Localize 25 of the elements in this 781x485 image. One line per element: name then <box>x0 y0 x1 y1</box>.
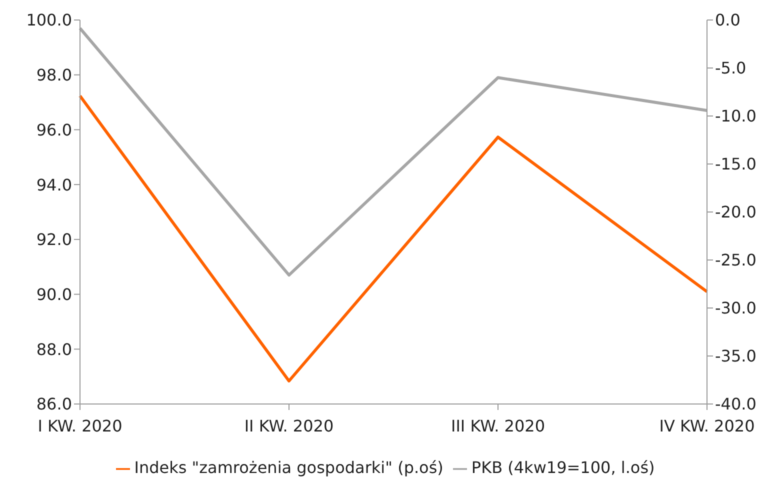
legend-label: PKB (4kw19=100, l.oś) <box>471 458 655 477</box>
line-series <box>78 26 708 277</box>
y2-tick-label: -5.0 <box>715 58 746 78</box>
y2-tick-label: 0.0 <box>715 10 740 30</box>
y2-tick-label: -15.0 <box>715 154 756 174</box>
x-tick-label: IV KW. 2020 <box>659 416 755 436</box>
y2-tick-label: -20.0 <box>715 202 756 222</box>
x-tick-label: I KW. 2020 <box>38 416 122 436</box>
y-tick-label: 94.0 <box>36 175 72 194</box>
y-tick-label: 90.0 <box>36 284 72 304</box>
y2-tick-label: -25.0 <box>715 250 756 270</box>
y-tick-label: 100.0 <box>26 10 72 30</box>
x-tick-label: II KW. 2020 <box>244 416 334 436</box>
y2-tick-label: -30.0 <box>715 298 756 318</box>
y2-tick-label: -35.0 <box>715 346 756 366</box>
x-tick-label: III KW. 2020 <box>450 416 546 436</box>
y-tick-label: 88.0 <box>36 340 72 359</box>
y-tick-label: 96.0 <box>36 120 72 140</box>
y-tick-label: 92.0 <box>36 230 72 250</box>
legend-label: Indeks "zamrożenia gospodarki" (p.oś) <box>134 458 444 477</box>
y2-tick-label: -40.0 <box>715 394 756 414</box>
y2-tick-label: -10.0 <box>715 106 756 126</box>
y-tick-label: 86.0 <box>36 394 72 414</box>
line-series <box>78 94 708 382</box>
y-tick-label: 98.0 <box>36 66 72 85</box>
